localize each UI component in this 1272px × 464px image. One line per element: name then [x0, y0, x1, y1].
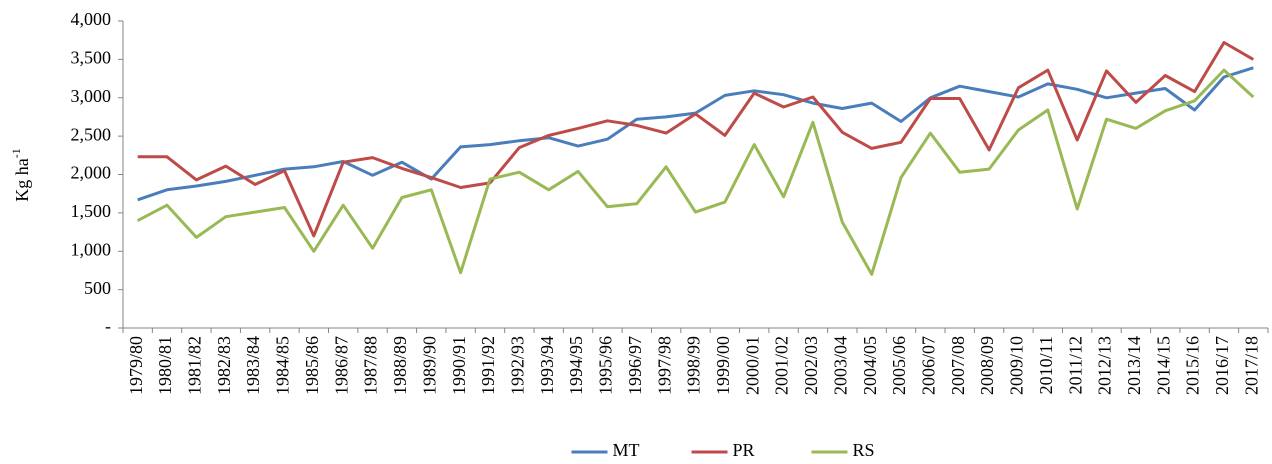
- x-tick-label: 2012/13: [1095, 336, 1115, 395]
- x-tick-label: 1990/91: [449, 336, 469, 395]
- y-tick-label: 2,500: [71, 124, 112, 144]
- x-tick-label: 1982/83: [214, 336, 234, 395]
- x-tick-label: 1997/98: [654, 336, 674, 395]
- x-tick-label: 1989/90: [419, 336, 439, 395]
- x-tick-label: 2015/16: [1183, 336, 1203, 395]
- x-tick-label: 2004/05: [860, 336, 880, 395]
- x-tick-label: 1986/87: [331, 336, 351, 395]
- x-tick-label: 1984/85: [273, 336, 293, 395]
- legend-label: RS: [853, 440, 875, 460]
- x-tick-label: 2013/14: [1124, 336, 1144, 395]
- y-axis-label: Kg ha-1: [9, 148, 32, 202]
- x-tick-label: 1994/95: [566, 336, 586, 395]
- x-tick-label: 2006/07: [918, 336, 938, 395]
- x-tick-label: 1999/00: [713, 336, 733, 395]
- x-tick-label: 1991/92: [478, 336, 498, 395]
- series-line: [137, 68, 1255, 276]
- y-tick-label: 2,000: [71, 163, 112, 183]
- x-tick-label: 2017/18: [1241, 336, 1261, 395]
- x-tick-label: 2005/06: [889, 336, 909, 395]
- y-axis-label-sup: -1: [9, 148, 23, 158]
- x-tick-label: 2001/02: [772, 336, 792, 395]
- y-axis-label-text: Kg ha: [12, 158, 32, 202]
- x-tick-label: 1992/93: [507, 336, 527, 395]
- x-tick-label: 1998/99: [684, 336, 704, 395]
- series-line: [137, 41, 1255, 238]
- x-tick-label: 1983/84: [243, 336, 263, 395]
- x-tick-label: 1996/97: [625, 336, 645, 395]
- legend-label: MT: [613, 440, 640, 460]
- x-tick-label: 1988/89: [390, 336, 410, 395]
- y-tick-label: 4,000: [71, 9, 112, 29]
- x-tick-label: 2014/15: [1153, 336, 1173, 395]
- x-tick-label: 1981/82: [185, 336, 205, 395]
- x-tick-label: 2011/12: [1065, 336, 1085, 394]
- x-tick-label: 1985/86: [302, 336, 322, 395]
- legend-label: PR: [733, 440, 755, 460]
- y-tick-label: -: [105, 316, 111, 336]
- x-tick-label: 2009/10: [1007, 336, 1027, 395]
- x-tick-label: 2008/09: [977, 336, 997, 395]
- y-tick-label: 1,500: [71, 201, 112, 221]
- x-tick-label: 1995/96: [596, 336, 616, 395]
- x-tick-label: 1980/81: [155, 336, 175, 395]
- x-tick-label: 2003/04: [830, 336, 850, 395]
- x-tick-label: 2016/17: [1212, 336, 1232, 395]
- y-tick-label: 1,000: [71, 239, 112, 259]
- x-tick-label: 1979/80: [126, 336, 146, 395]
- x-tick-label: 2002/03: [801, 336, 821, 395]
- x-tick-label: 1987/88: [361, 336, 381, 395]
- x-tick-label: 1993/94: [537, 336, 557, 395]
- x-tick-label: 2007/08: [948, 336, 968, 395]
- y-tick-label: 3,000: [71, 86, 112, 106]
- x-tick-label: 2000/01: [742, 336, 762, 395]
- y-tick-label: 500: [84, 278, 111, 298]
- x-tick-label: 2010/11: [1036, 336, 1056, 394]
- y-tick-label: 3,500: [71, 48, 112, 68]
